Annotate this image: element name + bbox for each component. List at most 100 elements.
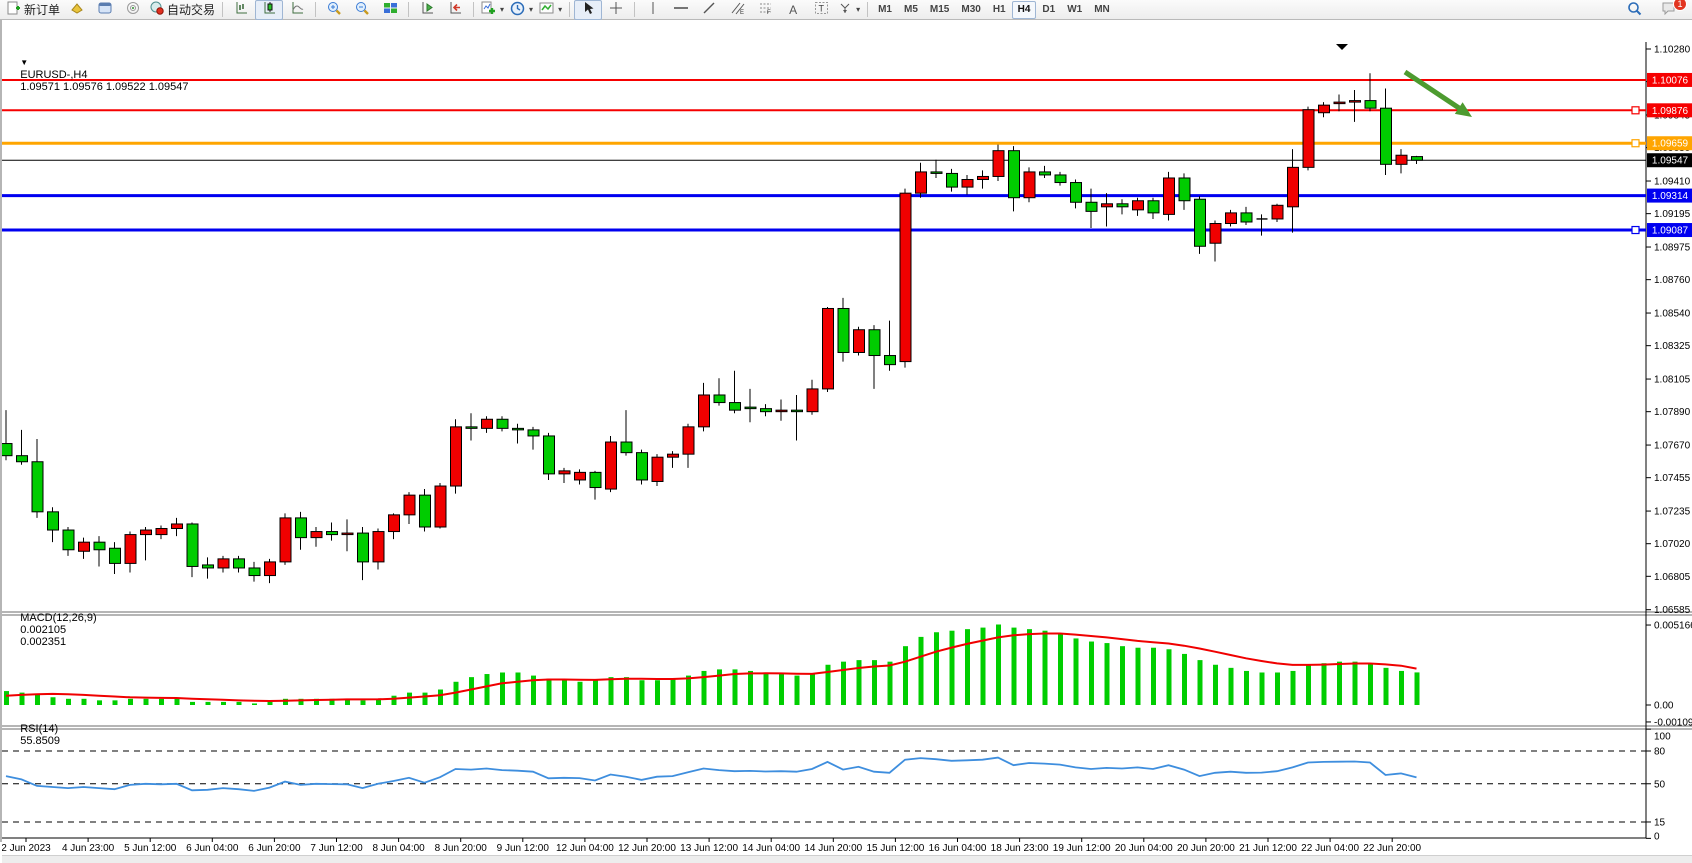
autotrading-button[interactable]: 自动交易 — [147, 0, 218, 20]
chart-shift-button[interactable] — [441, 0, 469, 20]
trendline-tool-button[interactable] — [695, 0, 723, 20]
profiles-button[interactable] — [63, 0, 91, 20]
new-order-button[interactable]: 新订单 — [4, 0, 63, 20]
chart-shift-marker[interactable] — [1336, 44, 1348, 50]
price-badge — [1647, 188, 1692, 203]
notifications-button[interactable]: 1 — [1654, 0, 1687, 20]
terminal-icon — [98, 1, 112, 18]
label-tool-button[interactable]: T — [807, 0, 835, 20]
macd-signal-value: 0.002351 — [20, 636, 67, 648]
chevron-down-icon: ▾ — [856, 5, 861, 14]
svg-text:12 Jun 04:00: 12 Jun 04:00 — [556, 843, 614, 854]
horizontal-line-icon — [673, 1, 689, 18]
svg-text:5 Jun 12:00: 5 Jun 12:00 — [124, 843, 177, 854]
toolbar-separator — [408, 2, 410, 17]
svg-text:18 Jun 23:00: 18 Jun 23:00 — [991, 843, 1049, 854]
channel-tool-button[interactable]: E — [723, 0, 751, 20]
svg-text:9 Jun 12:00: 9 Jun 12:00 — [497, 843, 550, 854]
terminal-button[interactable] — [91, 0, 119, 20]
svg-text:-0.001095: -0.001095 — [1654, 717, 1692, 728]
candlestick-mode-button[interactable] — [255, 0, 284, 20]
trend-arrow-annotation[interactable] — [1403, 69, 1472, 117]
auto-scroll-button[interactable] — [413, 0, 441, 20]
svg-text:13 Jun 12:00: 13 Jun 12:00 — [680, 843, 738, 854]
tile-windows-button[interactable] — [376, 0, 404, 20]
svg-text:12 Jun 20:00: 12 Jun 20:00 — [618, 843, 676, 854]
macd-main-value: 0.002105 — [20, 624, 67, 636]
price-axis[interactable]: 1.102801.100651.098451.096301.094101.091… — [1646, 45, 1691, 617]
timeframe-m1-button[interactable]: M1 — [878, 4, 892, 15]
chart-ohlc-values: 1.09571 1.09576 1.09522 1.09547 — [20, 81, 189, 93]
toolbar-separator — [867, 2, 869, 17]
horizontal-line-tool-button[interactable] — [667, 0, 695, 20]
zoom-in-button[interactable] — [320, 0, 348, 20]
notification-badge: 1 — [1673, 0, 1687, 11]
svg-text:1.07455: 1.07455 — [1654, 473, 1691, 484]
hline-handle[interactable] — [1631, 106, 1640, 115]
svg-text:F: F — [767, 10, 771, 15]
hline-handle[interactable] — [1631, 225, 1640, 235]
cursor-tool-button[interactable] — [574, 0, 603, 20]
price-badge — [1647, 136, 1692, 151]
bar-chart-mode-icon — [234, 1, 249, 18]
time-axis[interactable]: 2 Jun 2023 4 Jun 23:00 5 Jun 12:00 6 Jun 04… — [2, 838, 1422, 854]
chevron-down-icon: ▾ — [529, 5, 534, 14]
timeframe-h4-button[interactable]: H4 — [1011, 0, 1037, 19]
hline-handle[interactable] — [1631, 139, 1640, 148]
svg-text:1.09659: 1.09659 — [1652, 139, 1689, 150]
timeframe-h1-button[interactable]: H1 — [992, 4, 1006, 15]
crosshair-icon — [609, 1, 623, 18]
periods-button[interactable]: ▾ — [507, 0, 536, 20]
timeframe-m5-button[interactable]: M5 — [904, 4, 918, 15]
indicators-button[interactable]: ▾ — [478, 0, 507, 20]
candlestick-mode-icon — [262, 1, 277, 18]
rsi-pane: 100 80 50 15 0 — [2, 728, 1671, 843]
svg-text:50: 50 — [1654, 779, 1666, 790]
toolbar-separator — [473, 2, 475, 17]
vertical-line-tool-button[interactable] — [639, 0, 667, 20]
collapse-objects-icon[interactable]: ▼ — [20, 58, 29, 67]
horizontal-line-objects[interactable] — [2, 78, 1646, 235]
fibonacci-tool-button[interactable]: F — [751, 0, 779, 20]
svg-text:1.06805: 1.06805 — [1654, 572, 1691, 583]
new-order-label: 新订单 — [24, 3, 61, 17]
svg-text:T: T — [818, 4, 824, 14]
signals-button[interactable] — [119, 0, 147, 20]
timeframe-m30-button[interactable]: M30 — [961, 4, 981, 15]
svg-text:4 Jun 23:00: 4 Jun 23:00 — [62, 843, 115, 854]
svg-text:19 Jun 12:00: 19 Jun 12:00 — [1053, 843, 1111, 854]
line-chart-mode-button[interactable] — [283, 0, 311, 20]
timeframe-mn-button[interactable]: MN — [1094, 4, 1110, 15]
window-bottom-strip — [2, 855, 1692, 863]
svg-text:14 Jun 20:00: 14 Jun 20:00 — [804, 843, 862, 854]
timeframe-d1-button[interactable]: D1 — [1042, 4, 1056, 15]
autotrading-icon — [150, 1, 164, 18]
text-icon: A — [789, 2, 798, 17]
price-badge — [1647, 153, 1692, 168]
crosshair-tool-button[interactable] — [602, 0, 630, 20]
templates-button[interactable]: ▾ — [536, 0, 565, 20]
svg-text:1.09087: 1.09087 — [1652, 226, 1689, 237]
svg-text:16 Jun 04:00: 16 Jun 04:00 — [929, 843, 987, 854]
svg-text:1.09410: 1.09410 — [1654, 177, 1691, 188]
chart-canvas[interactable]: 1.102801.100651.098451.096301.094101.091… — [2, 20, 1692, 862]
timeframe-m15-button[interactable]: M15 — [929, 4, 950, 15]
svg-text:1.08540: 1.08540 — [1654, 309, 1691, 320]
svg-text:1.10076: 1.10076 — [1652, 75, 1689, 86]
main-toolbar: 新订单 自动交易 — [0, 0, 1692, 20]
svg-text:1.08325: 1.08325 — [1654, 341, 1691, 352]
arrows-tool-button[interactable]: ▾ — [835, 0, 863, 20]
zoom-out-button[interactable] — [348, 0, 376, 20]
rsi-line — [5, 756, 1417, 792]
chart-title: ▼ EURUSD-,H4 1.09571 1.09576 1.09522 1.0… — [8, 45, 188, 105]
bar-chart-mode-button[interactable] — [227, 0, 255, 20]
svg-text:1.09547: 1.09547 — [1652, 156, 1689, 167]
svg-text:0: 0 — [1654, 832, 1660, 843]
timeframe-w1-button[interactable]: W1 — [1067, 4, 1083, 15]
text-tool-button[interactable]: A — [779, 0, 807, 20]
macd-signal-line — [5, 632, 1417, 703]
svg-text:6 Jun 20:00: 6 Jun 20:00 — [248, 843, 301, 854]
channel-icon: E — [730, 1, 745, 18]
zoom-in-icon — [327, 1, 342, 19]
search-button[interactable] — [1620, 0, 1648, 20]
